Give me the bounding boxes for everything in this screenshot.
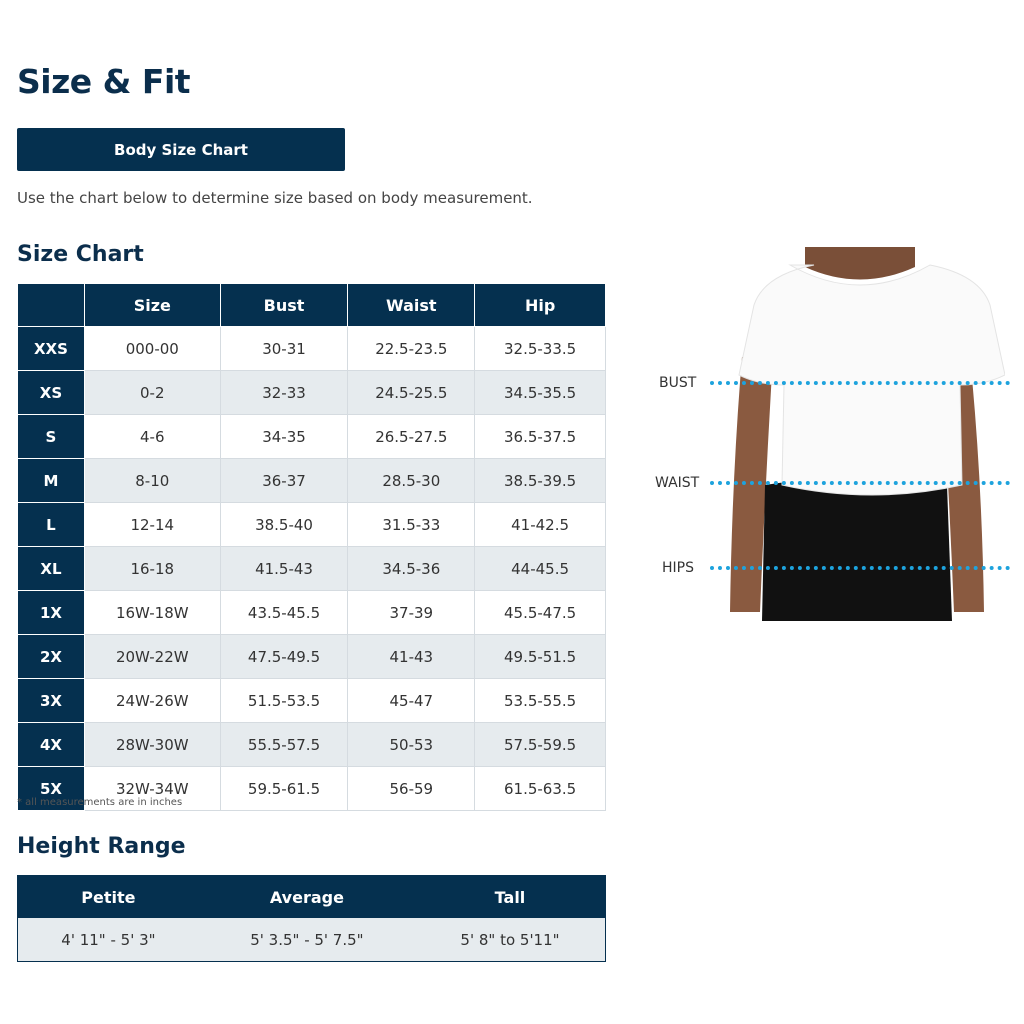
table-cell: 47.5-49.5 [219,634,349,679]
height-range-table: Petite Average Tall 4' 11" - 5' 3" 5' 3.5" … [17,875,606,962]
table-cell: 4' 11" - 5' 3" [17,918,199,962]
hips-line [710,566,1010,570]
column-header: Waist [347,283,476,327]
table-cell: 61.5-63.5 [474,766,606,811]
column-header: Petite [17,875,199,918]
table-cell: 43.5-45.5 [219,590,349,635]
table-cell: 56-59 [347,766,476,811]
size-label: 2X [17,634,85,679]
table-cell: 16W-18W [83,590,221,635]
table-cell: 28.5-30 [347,458,476,503]
table-cell: 16-18 [83,546,221,591]
table-cell: 57.5-59.5 [474,722,606,767]
table-row: 1X 16W-18W 43.5-45.5 37-39 45.5-47.5 [17,590,606,635]
table-cell: 28W-30W [83,722,221,767]
column-header: Tall [414,875,606,918]
table-cell: 8-10 [83,458,221,503]
size-label: 1X [17,590,85,635]
table-cell: 41-42.5 [474,502,606,547]
bust-label: BUST [659,375,697,391]
column-header [17,283,85,327]
measurement-note: * all measurements are in inches [17,797,183,808]
table-cell: 24.5-25.5 [347,370,476,415]
waist-label: WAIST [655,475,700,491]
table-cell: 37-39 [347,590,476,635]
page-title: Size & Fit [17,62,191,101]
column-header: Bust [219,283,349,327]
size-label: 5X [17,766,85,811]
column-header: Average [198,875,415,918]
table-row: 3X 24W-26W 51.5-53.5 45-47 53.5-55.5 [17,678,606,723]
table-row: L 12-14 38.5-40 31.5-33 41-42.5 [17,502,606,547]
size-label: XS [17,370,85,415]
table-cell: 31.5-33 [347,502,476,547]
table-cell: 0-2 [83,370,221,415]
body-size-chart-button[interactable]: Body Size Chart [17,128,345,171]
table-row: 4X 28W-30W 55.5-57.5 50-53 57.5-59.5 [17,722,606,767]
size-label: XXS [17,326,85,371]
size-label: M [17,458,85,503]
table-cell: 5' 8" to 5'11" [414,918,606,962]
size-label: 4X [17,722,85,767]
table-cell: 34.5-35.5 [474,370,606,415]
size-chart-heading: Size Chart [17,242,144,267]
table-cell: 49.5-51.5 [474,634,606,679]
size-label: L [17,502,85,547]
bust-line [710,381,1010,385]
table-row: S 4-6 34-35 26.5-27.5 36.5-37.5 [17,414,606,459]
table-cell: 5' 3.5" - 5' 7.5" [198,918,415,962]
table-cell: 34-35 [219,414,349,459]
size-label: 3X [17,678,85,723]
table-cell: 45-47 [347,678,476,723]
size-label: S [17,414,85,459]
table-cell: 44-45.5 [474,546,606,591]
table-cell: 24W-26W [83,678,221,723]
table-cell: 32.5-33.5 [474,326,606,371]
height-range-heading: Height Range [17,834,186,859]
table-cell: 20W-22W [83,634,221,679]
table-row: M 8-10 36-37 28.5-30 38.5-39.5 [17,458,606,503]
size-label: XL [17,546,85,591]
table-row: 2X 20W-22W 47.5-49.5 41-43 49.5-51.5 [17,634,606,679]
table-cell: 30-31 [219,326,349,371]
table-cell: 59.5-61.5 [219,766,349,811]
table-cell: 38.5-40 [219,502,349,547]
table-cell: 41.5-43 [219,546,349,591]
table-cell: 4-6 [83,414,221,459]
table-cell: 36-37 [219,458,349,503]
table-cell: 32W-34W [83,766,221,811]
waist-line [710,481,1010,485]
table-cell: 38.5-39.5 [474,458,606,503]
column-header: Hip [474,283,606,327]
table-row: 5X 32W-34W 59.5-61.5 56-59 61.5-63.5 [17,766,606,811]
column-header: Size [83,283,221,327]
table-cell: 32-33 [219,370,349,415]
table-cell: 53.5-55.5 [474,678,606,723]
table-row: XXS 000-00 30-31 22.5-23.5 32.5-33.5 [17,326,606,371]
table-cell: 12-14 [83,502,221,547]
table-row: XL 16-18 41.5-43 34.5-36 44-45.5 [17,546,606,591]
model-photo [720,247,1005,621]
table-row: XS 0-2 32-33 24.5-25.5 34.5-35.5 [17,370,606,415]
table-cell: 26.5-27.5 [347,414,476,459]
table-cell: 50-53 [347,722,476,767]
hips-label: HIPS [662,560,694,576]
size-chart-table: Size Bust Waist Hip XXS 000-00 30-31 22.5-23.5… [17,283,606,811]
description: Use the chart below to determine size ba… [17,189,533,207]
table-cell: 22.5-23.5 [347,326,476,371]
table-cell: 000-00 [83,326,221,371]
table-cell: 36.5-37.5 [474,414,606,459]
table-cell: 41-43 [347,634,476,679]
table-cell: 51.5-53.5 [219,678,349,723]
table-cell: 34.5-36 [347,546,476,591]
table-cell: 55.5-57.5 [219,722,349,767]
table-cell: 45.5-47.5 [474,590,606,635]
